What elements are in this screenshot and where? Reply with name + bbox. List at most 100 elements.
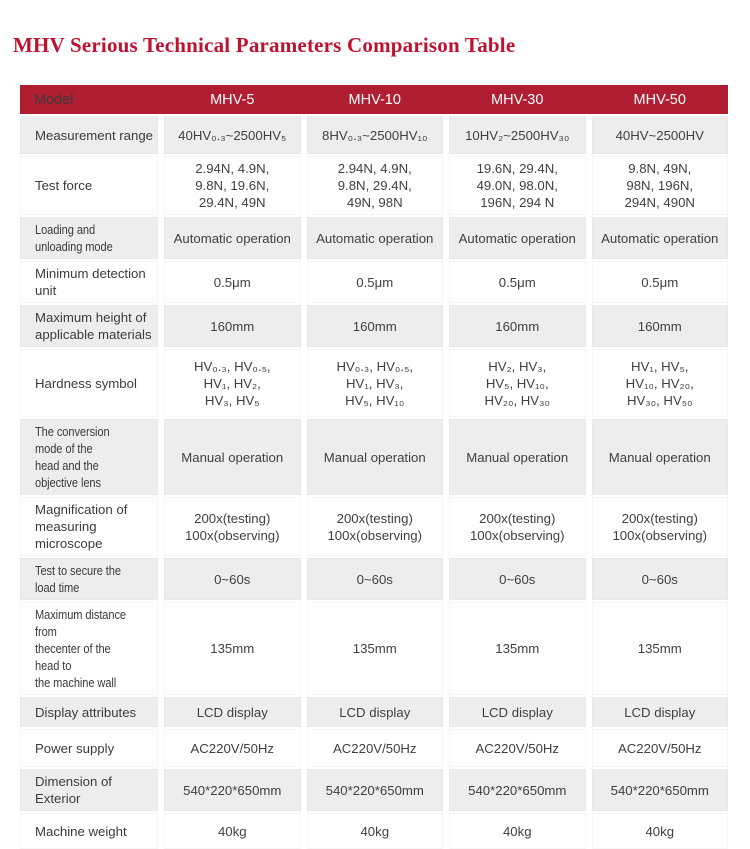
value-cell: 135mm — [164, 602, 301, 695]
cell-value: 0.5μm — [641, 274, 679, 290]
cell-value: 160mm — [495, 318, 540, 334]
row-label: Power supply — [35, 740, 115, 756]
row-label: Test force — [35, 178, 93, 193]
row-label: Magnification of measuring microscope — [35, 502, 128, 551]
value-cell: LCD display — [449, 697, 586, 727]
row-label: Dimension of Exterior — [35, 774, 112, 806]
cell-value: Automatic operation — [316, 230, 434, 246]
cell-value: 540*220*650mm — [610, 782, 709, 798]
table-row: Dimension of Exterior 540*220*650mm 540*22… — [20, 769, 728, 811]
table-row: Magnification of measuring microscope 200… — [20, 497, 728, 556]
value-cell: 160mm — [306, 305, 443, 347]
value-cell: 0.5μm — [164, 261, 301, 303]
value-cell: 40HV~2500HV — [591, 116, 728, 154]
row-label: The conversion mode of the head and the … — [35, 424, 110, 490]
cell-value: 2.94N, 4.9N, 9.8N, 19.6N, 29.4N, 49N — [195, 161, 270, 210]
cell-value: Manual operation — [608, 449, 711, 465]
column-header-mhv-30: MHV-30 — [449, 92, 586, 108]
cell-value: AC220V/50Hz — [475, 740, 560, 756]
value-cell: 200x(testing) 100x(observing) — [591, 497, 728, 556]
value-cell: 160mm — [449, 305, 586, 347]
cell-value: HV₂, HV₃, HV₅, HV₁₀, HV₂₀, HV₃₀ — [484, 358, 550, 408]
cell-value: Manual operation — [466, 449, 569, 465]
row-label-cell: Test to secure the load time — [20, 558, 158, 600]
cell-value: HV₀.₃, HV₀.₅, HV₁, HV₂, HV₃, HV₅ — [193, 358, 271, 408]
table-body: Measurement range 40HV₀.₃~2500HV₅ 8HV₀.₃~2… — [20, 116, 728, 849]
cell-value: 135mm — [352, 641, 397, 656]
row-label-cell: Display attributes — [20, 697, 158, 727]
value-cell: HV₂, HV₃, HV₅, HV₁₀, HV₂₀, HV₃₀ — [449, 349, 586, 417]
cell-value: 160mm — [637, 318, 682, 334]
table-row: Test to secure the load time 0~60s 0~60s 0~… — [20, 558, 728, 600]
table-row: Minimum detection unit 0.5μm 0.5μm 0.5μm 0.5… — [20, 261, 728, 303]
value-cell: 9.8N, 49N, 98N, 196N, 294N, 490N — [591, 156, 728, 215]
value-cell: Automatic operation — [164, 217, 301, 259]
cell-value: 0~60s — [214, 571, 251, 587]
value-cell: Automatic operation — [591, 217, 728, 259]
value-cell: LCD display — [306, 697, 443, 727]
cell-value: 0~60s — [641, 571, 678, 587]
cell-value: 40kg — [645, 823, 675, 839]
row-label: Test to secure the load time — [35, 563, 121, 595]
value-cell: AC220V/50Hz — [164, 729, 301, 767]
column-header-mhv-10: MHV-10 — [307, 92, 444, 108]
row-label-cell: Minimum detection unit — [20, 261, 158, 303]
table-row: Loading and unloading mode Automatic oper… — [20, 217, 728, 259]
table-row: Hardness symbol HV₀.₃, HV₀.₅, HV₁, HV₂, H… — [20, 349, 728, 417]
cell-value: Manual operation — [323, 449, 426, 465]
value-cell: LCD display — [591, 697, 728, 727]
value-cell: 135mm — [306, 602, 443, 695]
value-cell: Manual operation — [164, 419, 301, 495]
cell-value: Manual operation — [181, 449, 284, 465]
cell-value: 40kg — [217, 823, 247, 839]
row-label: Measurement range — [35, 127, 154, 143]
value-cell: Manual operation — [449, 419, 586, 495]
value-cell: 200x(testing) 100x(observing) — [306, 497, 443, 556]
value-cell: Automatic operation — [449, 217, 586, 259]
cell-value: 200x(testing) 100x(observing) — [469, 510, 565, 543]
cell-value: 200x(testing) 100x(observing) — [327, 510, 423, 543]
table-row: Machine weight 40kg 40kg 40kg 40kg — [20, 813, 728, 849]
model-header-label: Model — [34, 91, 74, 108]
row-label-cell: Loading and unloading mode — [20, 217, 158, 259]
cell-value: HV₀.₃, HV₀.₅, HV₁, HV₃, HV₅, HV₁₀ — [336, 358, 414, 408]
value-cell: 0.5μm — [591, 261, 728, 303]
row-label: Hardness symbol — [35, 375, 137, 391]
cell-value: HV₁, HV₅, HV₁₀, HV₂₀, HV₃₀, HV₅₀ — [625, 358, 694, 408]
cell-value: 0~60s — [356, 571, 393, 587]
page-title: MHV Serious Technical Parameters Compari… — [13, 33, 516, 57]
row-label-cell: Magnification of measuring microscope — [20, 497, 158, 556]
cell-value: 540*220*650mm — [325, 782, 424, 798]
value-cell: Automatic operation — [306, 217, 443, 259]
model-header-cell: Model — [20, 92, 158, 108]
row-label-cell: Measurement range — [20, 116, 158, 154]
cell-value: LCD display — [624, 704, 696, 720]
cell-value: Automatic operation — [173, 230, 291, 246]
cell-value: 40HV~2500HV — [615, 127, 704, 143]
cell-value: 2.94N, 4.9N, 9.8N, 29.4N, 49N, 98N — [337, 161, 412, 210]
table-row: Power supply AC220V/50Hz AC220V/50Hz AC220V… — [20, 729, 728, 767]
value-cell: 8HV₀.₃~2500HV₁₀ — [306, 116, 443, 154]
value-cell: 135mm — [591, 602, 728, 695]
cell-value: 8HV₀.₃~2500HV₁₀ — [322, 127, 428, 143]
cell-value: LCD display — [196, 704, 268, 720]
value-cell: HV₁, HV₅, HV₁₀, HV₂₀, HV₃₀, HV₅₀ — [591, 349, 728, 417]
value-cell: 40HV₀.₃~2500HV₅ — [164, 116, 301, 154]
value-cell: LCD display — [164, 697, 301, 727]
cell-value: 40HV₀.₃~2500HV₅ — [178, 127, 287, 143]
value-cell: 0~60s — [306, 558, 443, 600]
cell-value: 0.5μm — [213, 274, 251, 290]
table-header-row: Model MHV-5 MHV-10 MHV-30 MHV-50 — [20, 85, 728, 114]
row-label: Machine weight — [35, 823, 127, 839]
row-label: Maximum distance from thecenter of the h… — [35, 607, 127, 690]
row-label: Maximum height of applicable materials — [35, 310, 152, 342]
cell-value: 19.6N, 29.4N, 49.0N, 98.0N, 196N, 294 N — [476, 161, 558, 210]
table-row: Test force 2.94N, 4.9N, 9.8N, 19.6N, 29.4… — [20, 156, 728, 215]
cell-value: 200x(testing) 100x(observing) — [184, 510, 280, 543]
value-cell: 40kg — [306, 813, 443, 849]
cell-value: AC220V/50Hz — [617, 740, 702, 756]
value-cell: 0~60s — [449, 558, 586, 600]
value-cell: 2.94N, 4.9N, 9.8N, 19.6N, 29.4N, 49N — [164, 156, 301, 215]
value-cell: HV₀.₃, HV₀.₅, HV₁, HV₂, HV₃, HV₅ — [164, 349, 301, 417]
cell-value: 0.5μm — [498, 274, 536, 290]
